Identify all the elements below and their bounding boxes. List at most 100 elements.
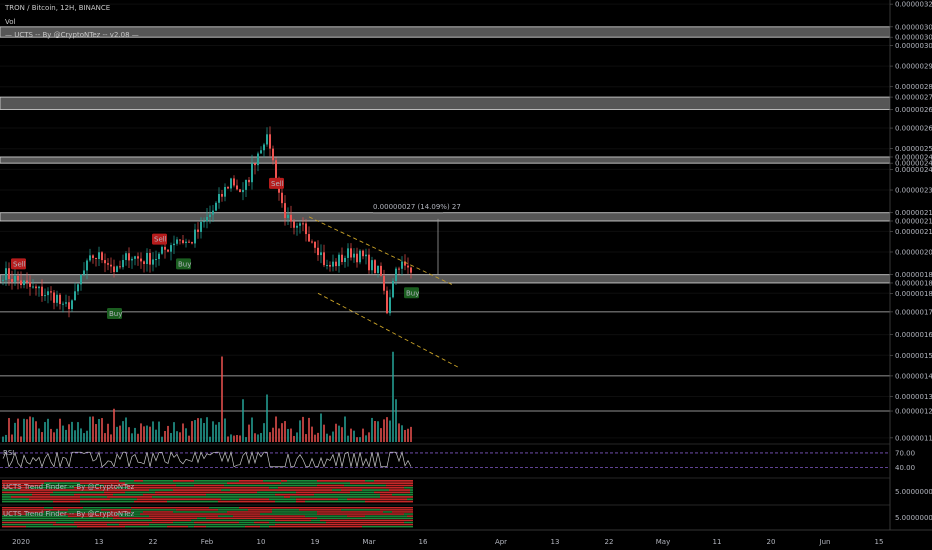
candle-body	[56, 294, 58, 303]
trend-cell	[299, 509, 341, 511]
volume-bar	[182, 423, 184, 442]
trend-cell	[134, 489, 149, 491]
trend-cell	[275, 496, 284, 498]
signal-sell-badge	[11, 258, 26, 270]
time-tick-label: Apr	[495, 538, 507, 546]
volume-bar	[122, 421, 124, 442]
trend-cell	[38, 513, 59, 515]
sr-zone	[0, 212, 891, 222]
trend-cell	[218, 496, 242, 498]
volume-bar	[101, 418, 103, 442]
trend-cell	[104, 491, 125, 494]
volume-bar	[278, 428, 280, 442]
trend-cell	[92, 515, 119, 517]
trend-cell	[107, 496, 152, 498]
trend-cell	[41, 519, 80, 522]
volume-bar	[395, 399, 397, 442]
trend-cell	[227, 491, 257, 494]
trend-cell	[356, 486, 398, 489]
trend-cell	[2, 498, 29, 501]
trend-cell	[80, 496, 107, 498]
signal-buy-label: Buy	[109, 310, 122, 318]
trend-cell	[362, 513, 392, 515]
trend-cell	[386, 484, 413, 487]
candle-body	[89, 255, 91, 261]
trend-cell	[53, 523, 89, 526]
trend-cell	[362, 511, 383, 513]
trend-cell	[398, 521, 404, 524]
trend-cell	[89, 523, 107, 526]
volume-bar	[326, 433, 328, 442]
trend-cell	[2, 496, 11, 498]
price-scale-bg	[890, 0, 932, 550]
candle-body	[32, 286, 34, 288]
candle-body	[41, 286, 43, 296]
trend-cell	[176, 484, 194, 487]
trend-cell	[86, 525, 125, 528]
volume-bar	[62, 425, 64, 442]
price-tick-label: 0.00000189	[895, 271, 932, 279]
time-tick-label: 13	[95, 538, 104, 546]
trend-cell	[38, 491, 53, 494]
volume-bar	[155, 429, 157, 442]
candle-body	[347, 248, 349, 258]
trend-cell	[341, 489, 362, 491]
candle-body	[410, 267, 412, 273]
volume-bar	[83, 433, 85, 442]
volume-bar	[275, 416, 277, 442]
volume-bar	[233, 435, 235, 442]
trend-cell	[233, 515, 272, 517]
rsi-title: RSI	[3, 449, 14, 457]
trend-cell	[365, 519, 386, 522]
volume-bar	[95, 424, 97, 442]
trend-cell	[35, 511, 44, 513]
candle-body	[320, 252, 322, 256]
trend-cell	[317, 513, 326, 515]
volume-bar	[266, 394, 268, 442]
candle-body	[332, 261, 334, 267]
trend-cell	[173, 521, 194, 524]
volume-bar	[74, 430, 76, 442]
trend-cell	[68, 480, 95, 482]
trend-cell	[53, 500, 80, 503]
trend-cell	[188, 515, 218, 517]
volume-bar	[212, 421, 214, 442]
trend-cell	[269, 498, 296, 501]
time-tick-label: 22	[149, 538, 158, 546]
volume-bar	[17, 418, 19, 442]
signal-buy-label: Buy	[406, 289, 419, 297]
candle-body	[353, 253, 355, 258]
trend-cell	[347, 498, 380, 501]
trend-cell	[362, 523, 404, 526]
candle-body	[290, 214, 292, 222]
candle-body	[149, 252, 151, 265]
candle-body	[2, 279, 4, 281]
trend-cell	[71, 491, 104, 494]
trend-cell	[230, 489, 269, 491]
trend-cell	[380, 498, 407, 501]
volume-bar	[131, 433, 133, 442]
volume-bar	[224, 418, 226, 442]
trend-cell	[362, 489, 389, 491]
candle-body	[86, 260, 88, 271]
candle-body	[206, 216, 208, 222]
volume-bar	[401, 425, 403, 442]
trend-cell	[68, 509, 101, 511]
time-tick-label: 22	[605, 538, 614, 546]
trend-title: UCTS Trend Finder -- By @CryptoNTez	[3, 483, 135, 491]
trend-cell	[332, 489, 341, 491]
trend-cell	[20, 523, 53, 526]
price-tick-label: 0.00000219	[895, 209, 932, 217]
volume-bar	[203, 423, 205, 442]
trend-cell	[167, 500, 188, 503]
volume-bar	[317, 432, 319, 442]
candle-body	[101, 252, 103, 261]
trend-cell	[143, 511, 173, 513]
trend-cell	[296, 498, 329, 501]
candle-body	[44, 295, 46, 297]
